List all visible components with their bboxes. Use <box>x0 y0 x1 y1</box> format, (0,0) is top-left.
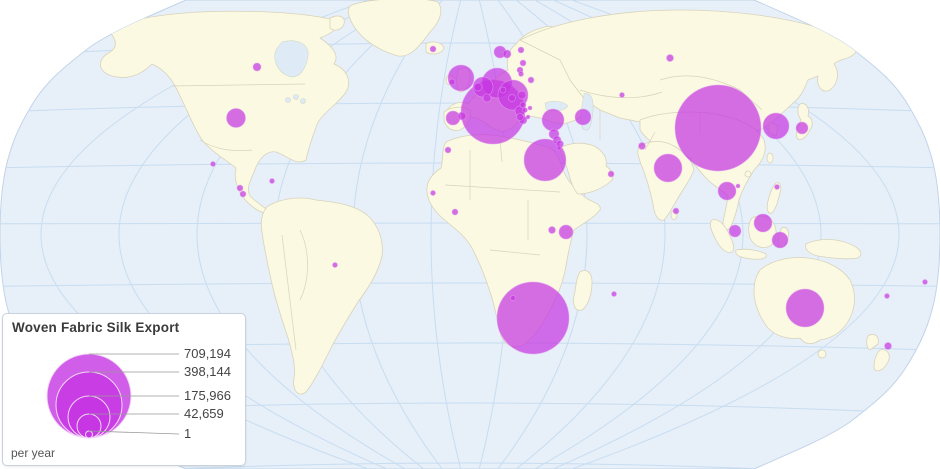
export-bubble-brazil[interactable] <box>332 262 338 268</box>
export-bubble-sri-lanka[interactable] <box>672 207 680 215</box>
export-bubble-india[interactable] <box>653 153 683 183</box>
export-bubble-hungary[interactable] <box>522 107 528 113</box>
legend-panel[interactable]: Woven Fabric Silk Export 709,194 398,144 1… <box>2 313 246 466</box>
legend-value-label: 175,966 <box>184 388 231 403</box>
export-bubble-japan[interactable] <box>795 121 809 135</box>
export-bubble-dominican-republic[interactable] <box>269 178 275 184</box>
export-bubble-south-korea[interactable] <box>762 112 790 140</box>
hudson-bay <box>274 40 309 78</box>
export-bubble-israel[interactable] <box>556 145 562 151</box>
export-bubble-singapore[interactable] <box>728 224 742 238</box>
export-bubble-australia[interactable] <box>785 288 825 328</box>
land-java <box>735 248 767 260</box>
land-taiwan <box>766 152 774 164</box>
export-bubble-estonia[interactable] <box>519 59 527 67</box>
export-bubble-azerbaijan[interactable] <box>574 108 592 126</box>
export-bubble-kazakhstan[interactable] <box>619 92 625 98</box>
export-bubble-iceland[interactable] <box>429 45 437 53</box>
export-bubble-oman[interactable] <box>607 170 615 178</box>
export-bubble-thailand[interactable] <box>717 181 737 201</box>
export-bubble-bulgaria[interactable] <box>525 114 531 120</box>
legend-unit: per year <box>11 446 56 460</box>
export-bubble-malaysia[interactable] <box>753 213 773 233</box>
land-nz-north <box>866 334 879 351</box>
export-bubble-usa[interactable] <box>226 108 246 128</box>
land-arabia <box>559 142 614 195</box>
land-philippines <box>766 182 782 214</box>
export-bubble-sweden[interactable] <box>502 49 512 59</box>
export-bubble-uganda[interactable] <box>548 226 556 234</box>
export-bubble-china[interactable] <box>674 84 762 172</box>
land-nz-south <box>873 349 890 372</box>
export-bubble-czechia[interactable] <box>517 90 527 100</box>
export-bubble-finland[interactable] <box>517 46 525 54</box>
bubble-layer <box>210 45 928 355</box>
land-new-guinea <box>805 239 862 260</box>
export-bubble-ghana[interactable] <box>451 208 459 216</box>
legend-value-label: 709,194 <box>184 346 231 361</box>
export-bubble-new-zealand[interactable] <box>884 342 892 350</box>
export-bubble-indonesia[interactable] <box>771 231 789 249</box>
export-bubble-belgium[interactable] <box>482 93 492 103</box>
export-bubble-poland[interactable] <box>508 94 516 102</box>
great-lake <box>285 97 291 103</box>
export-bubble-egypt[interactable] <box>523 138 567 182</box>
export-bubble-russia[interactable] <box>666 54 674 62</box>
land-greenland <box>348 0 442 57</box>
land-hainan <box>744 170 752 178</box>
export-bubble-lesotho[interactable] <box>510 295 516 301</box>
legend-circle <box>85 430 93 439</box>
landmasses <box>100 0 890 395</box>
export-bubble-kenya[interactable] <box>558 224 574 240</box>
export-bubble-turkey[interactable] <box>541 108 565 132</box>
export-bubble-ireland[interactable] <box>447 64 475 92</box>
export-bubble-netherlands[interactable] <box>473 82 483 92</box>
legend-value-label: 398,144 <box>184 364 231 379</box>
land-tasmania <box>817 349 827 359</box>
export-bubble-mexico[interactable] <box>210 161 216 167</box>
export-bubble-spain[interactable] <box>445 110 461 126</box>
export-bubble-mauritius[interactable] <box>611 291 617 297</box>
land-madagascar <box>573 270 593 311</box>
export-bubble-south-africa[interactable] <box>496 281 570 355</box>
legend-leader-line <box>88 430 180 435</box>
land-arctic-islands <box>329 15 345 31</box>
export-bubble-guatemala[interactable] <box>236 184 244 192</box>
land-sumatra <box>709 219 735 253</box>
legend-size-scale: 709,194 398,144 175,966 42,659 1 <box>46 346 231 441</box>
export-bubble-portugal[interactable] <box>457 111 467 121</box>
export-bubble-vietnam[interactable] <box>735 183 741 189</box>
export-bubble-uk-west[interactable] <box>448 78 456 86</box>
export-bubble-italy[interactable] <box>516 113 524 121</box>
great-lake <box>293 94 299 100</box>
export-bubble-senegal[interactable] <box>430 190 436 196</box>
export-bubble-denmark[interactable] <box>499 86 507 94</box>
export-bubble-morocco[interactable] <box>444 146 452 154</box>
export-bubble-belarus[interactable] <box>527 76 535 84</box>
export-bubble-lithuania[interactable] <box>518 71 524 77</box>
legend-value-label: 42,659 <box>184 406 224 421</box>
export-bubble-fiji[interactable] <box>884 293 890 299</box>
export-bubble-austria[interactable] <box>519 101 527 109</box>
great-lake <box>300 98 306 104</box>
export-bubble-romania[interactable] <box>527 105 533 111</box>
land-south-america <box>260 197 383 395</box>
export-bubble-canada[interactable] <box>252 62 262 72</box>
export-bubble-samoa[interactable] <box>922 279 928 285</box>
export-bubble-honduras[interactable] <box>239 190 247 198</box>
export-bubble-philippines[interactable] <box>774 184 780 190</box>
legend-value-label: 1 <box>184 426 191 441</box>
legend-title: Woven Fabric Silk Export <box>12 320 180 335</box>
export-bubble-pakistan[interactable] <box>638 142 646 150</box>
